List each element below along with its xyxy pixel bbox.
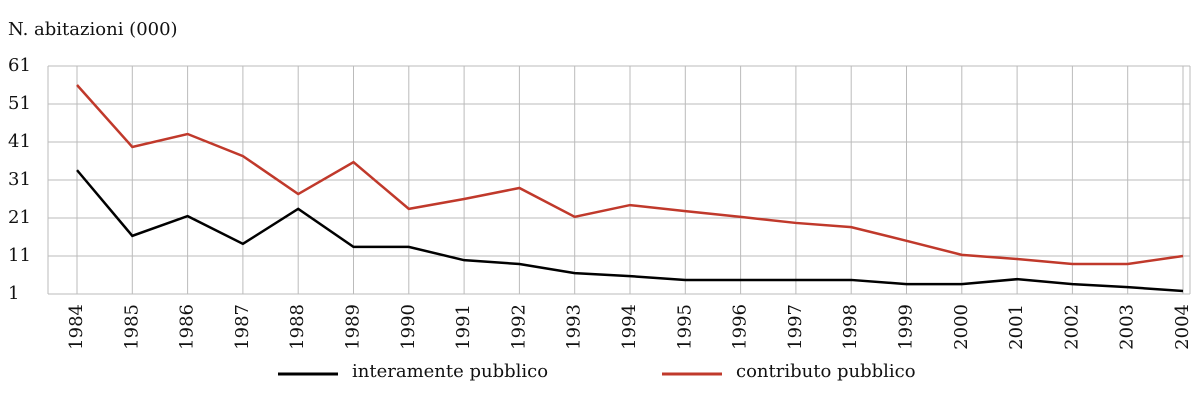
x-tick-label: 1993: [564, 304, 585, 350]
x-tick-label: 2000: [951, 304, 972, 350]
y-axis-label: N. abitazioni (000): [8, 19, 178, 40]
x-tick-label: 1989: [343, 304, 364, 350]
y-tick-label: 61: [8, 55, 31, 76]
legend-label: contributo pubblico: [736, 361, 916, 382]
x-tick-label: 1994: [619, 304, 640, 350]
x-tick-label: 1985: [121, 304, 142, 350]
x-tick-label: 2002: [1061, 304, 1082, 350]
x-tick-label: 1992: [508, 304, 529, 350]
y-tick-label: 11: [8, 245, 31, 266]
x-tick-label: 1995: [674, 304, 695, 350]
x-tick-label: 2001: [1006, 304, 1027, 350]
y-tick-label: 21: [8, 207, 31, 228]
x-tick-label: 1984: [66, 304, 87, 350]
x-tick-label: 1996: [730, 304, 751, 350]
x-tick-label: 1986: [177, 304, 198, 350]
x-tick-label: 1999: [896, 304, 917, 350]
line-series: [76, 169, 1184, 293]
y-tick-label: 1: [8, 283, 19, 304]
x-tick-label: 1998: [840, 304, 861, 350]
x-tick-label: 1991: [453, 304, 474, 350]
x-tick-label: 2003: [1117, 304, 1138, 350]
y-tick-label: 31: [8, 169, 31, 190]
x-tick-label: 1988: [287, 304, 308, 350]
legend-label: interamente pubblico: [352, 361, 548, 382]
x-tick-label: 1997: [785, 304, 806, 350]
y-tick-label: 41: [8, 131, 31, 152]
x-tick-label: 2004: [1172, 304, 1193, 350]
x-tick-label: 1990: [398, 304, 419, 350]
x-tick-label: 1987: [232, 304, 253, 350]
y-tick-label: 51: [8, 93, 31, 114]
line-series: [76, 84, 1184, 266]
